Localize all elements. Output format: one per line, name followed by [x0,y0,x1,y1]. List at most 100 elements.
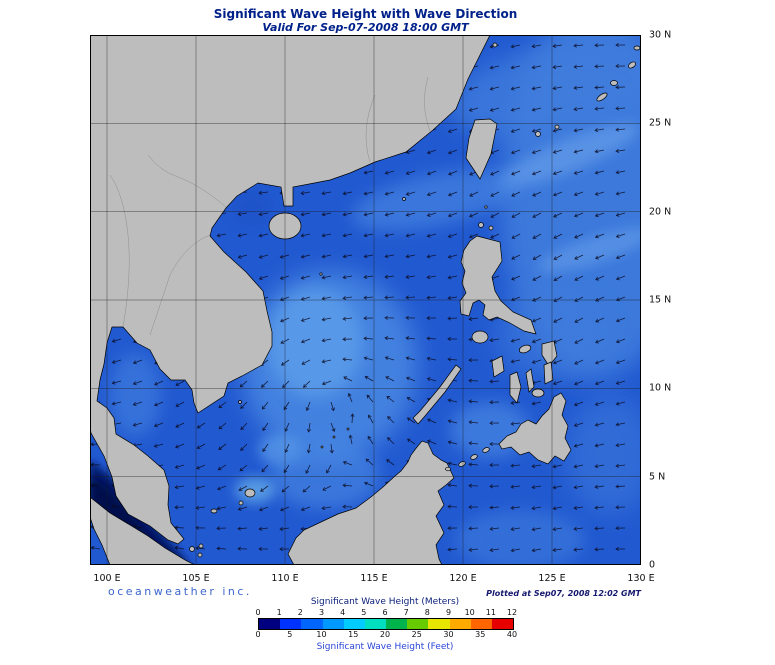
wave-height-patch [351,169,519,231]
island [535,131,541,137]
colorbar-segment [259,619,281,629]
island [470,454,478,460]
island [488,225,494,231]
wave-height-patch [500,123,640,187]
wave-height-patch [455,510,585,565]
colorbar-segment [407,619,429,629]
island-luzon [459,235,537,335]
colorbar-segment [322,619,344,629]
lon-label: 100 E [93,573,121,584]
island [346,427,350,431]
land-layer [90,35,641,565]
colorbar-segment [364,619,387,629]
island [596,92,608,102]
lat-label: 0 [649,559,656,571]
meters-tick-label: 0 [255,608,261,617]
plotted-timestamp: Plotted at Sep07, 2008 12:02 GMT [486,589,641,598]
lat-label: 25 N [649,117,672,129]
lon-label: 130 E [627,573,655,584]
island-borneo [287,440,455,565]
island [238,400,242,404]
island [482,447,490,453]
meters-tick-label: 12 [506,608,518,617]
lat-label: 20 N [649,206,672,218]
island [492,42,498,48]
graticule-grid [90,35,641,565]
feet-tick-label: 20 [379,630,391,639]
meters-tick-label: 11 [485,608,496,617]
island [332,435,336,439]
meters-tick-label: 7 [403,608,409,617]
legend-colorbar [258,618,514,630]
island [478,222,484,228]
lon-label: 120 E [449,573,477,584]
ryukyu-islands [492,42,641,137]
feet-tick-label: 10 [316,630,327,639]
lon-label: 105 E [182,573,210,584]
chart-title: Significant Wave Height with Wave Direct… [213,7,518,21]
landmass-asia-mainland [90,35,491,545]
wave-height-patch [270,441,380,509]
lat-label: 30 N [649,29,672,41]
meters-tick-label: 2 [297,608,303,617]
island [610,80,618,86]
island-mindoro [471,330,489,344]
island-natuna [244,488,256,498]
wave-height-patch [537,227,641,273]
meters-tick-label: 10 [464,608,475,617]
legend-meters-label: Significant Wave Height (Meters) [310,597,460,607]
island [319,272,323,276]
legend-meters-ticks: 0 1 2 3 4 5 6 7 8 9 10 11 12 [255,608,517,617]
chart-subtitle: Valid For Sep-07-2008 18:00 GMT [262,21,469,34]
lat-label: 5 N [649,471,666,483]
island [197,552,203,558]
legend-feet-label: Significant Wave Height (Feet) [316,642,454,652]
island [189,546,195,552]
island-cebu [525,368,535,393]
lon-label: 115 E [360,573,388,584]
meters-tick-label: 6 [382,608,388,617]
map-border [90,35,641,565]
island-bohol [531,388,545,398]
island-panay [491,355,505,378]
island [238,500,244,506]
colorbar-segment [343,619,365,629]
island-leyte [543,361,554,385]
island-negros [509,371,522,404]
island-anambas [210,508,218,514]
wave-height-patch [235,477,275,503]
sulu-archipelago [445,447,490,472]
island [402,197,406,201]
colorbar-segment [449,619,471,629]
feet-tick-label: 40 [506,630,518,639]
lon-label: 125 E [538,573,566,584]
lat-label: 15 N [649,294,672,306]
feet-tick-label: 15 [348,630,359,639]
island-masbate [518,344,532,354]
feet-tick-label: 30 [443,630,454,639]
island-mindanao [498,392,572,465]
island-sumatra [90,496,196,565]
island [484,205,488,209]
wave-height-patch [109,353,161,437]
colorbar-segment [491,619,514,629]
lon-label: 110 E [271,573,299,584]
meters-tick-label: 3 [318,608,325,617]
interior-borders [109,76,431,336]
island [628,61,636,69]
wave-height-patch [495,290,605,380]
island [633,45,641,51]
island-taiwan [465,118,498,180]
meters-tick-label: 5 [361,608,367,617]
colorbar-segment [301,619,323,629]
colorbar-segment [470,619,492,629]
island [320,445,324,449]
colorbar-segment [428,619,450,629]
colorbar-segment [280,619,302,629]
wave-height-patch [267,288,363,398]
legend-feet-ticks: 0 5 10 15 20 25 30 35 40 [255,630,517,639]
oceanweather-logo-text: oceanweather inc. [108,585,252,598]
island-palawan [412,364,462,425]
